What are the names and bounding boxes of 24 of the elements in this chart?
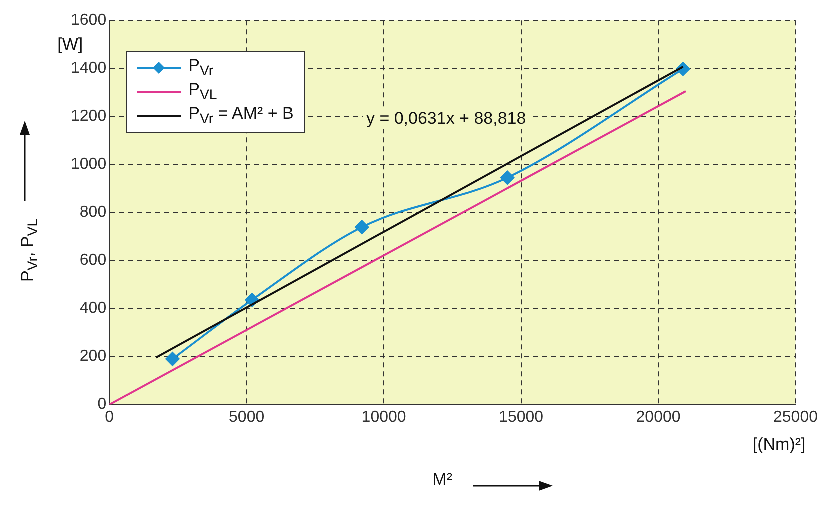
text: [W] bbox=[58, 34, 84, 55]
point bbox=[166, 352, 180, 366]
y-tick-label: 400 bbox=[80, 300, 107, 318]
y-tick-label: 1600 bbox=[71, 12, 107, 30]
legend-label: P$_{Vr}$ bbox=[188, 56, 214, 80]
y-tick-label: 1200 bbox=[71, 108, 107, 126]
legend-label: P$_{Vr}$ = AM² + B bbox=[188, 104, 294, 128]
x-tick-label: 25000 bbox=[774, 408, 818, 426]
text: [(Nm)²] bbox=[752, 434, 806, 455]
point bbox=[500, 170, 515, 185]
y-tick-label: 1400 bbox=[71, 60, 107, 78]
x-tick-label: 10000 bbox=[362, 408, 406, 426]
x-tick-label: 5000 bbox=[229, 408, 265, 426]
x-tick-label: 15000 bbox=[499, 408, 544, 426]
y-tick-label: 0 bbox=[98, 396, 107, 414]
x-tick-label: 20000 bbox=[636, 408, 681, 426]
annotation: y = 0,0631x + 88,818 bbox=[363, 108, 530, 129]
legend-label: P$_{VL}$ bbox=[188, 80, 218, 104]
x-axis-title: M² bbox=[432, 470, 452, 490]
y-tick-label: 200 bbox=[80, 348, 107, 366]
y-tick-label: 1000 bbox=[71, 156, 107, 174]
y-tick-label: 600 bbox=[80, 252, 107, 270]
point bbox=[355, 220, 370, 234]
y-tick-label: 800 bbox=[80, 204, 107, 222]
